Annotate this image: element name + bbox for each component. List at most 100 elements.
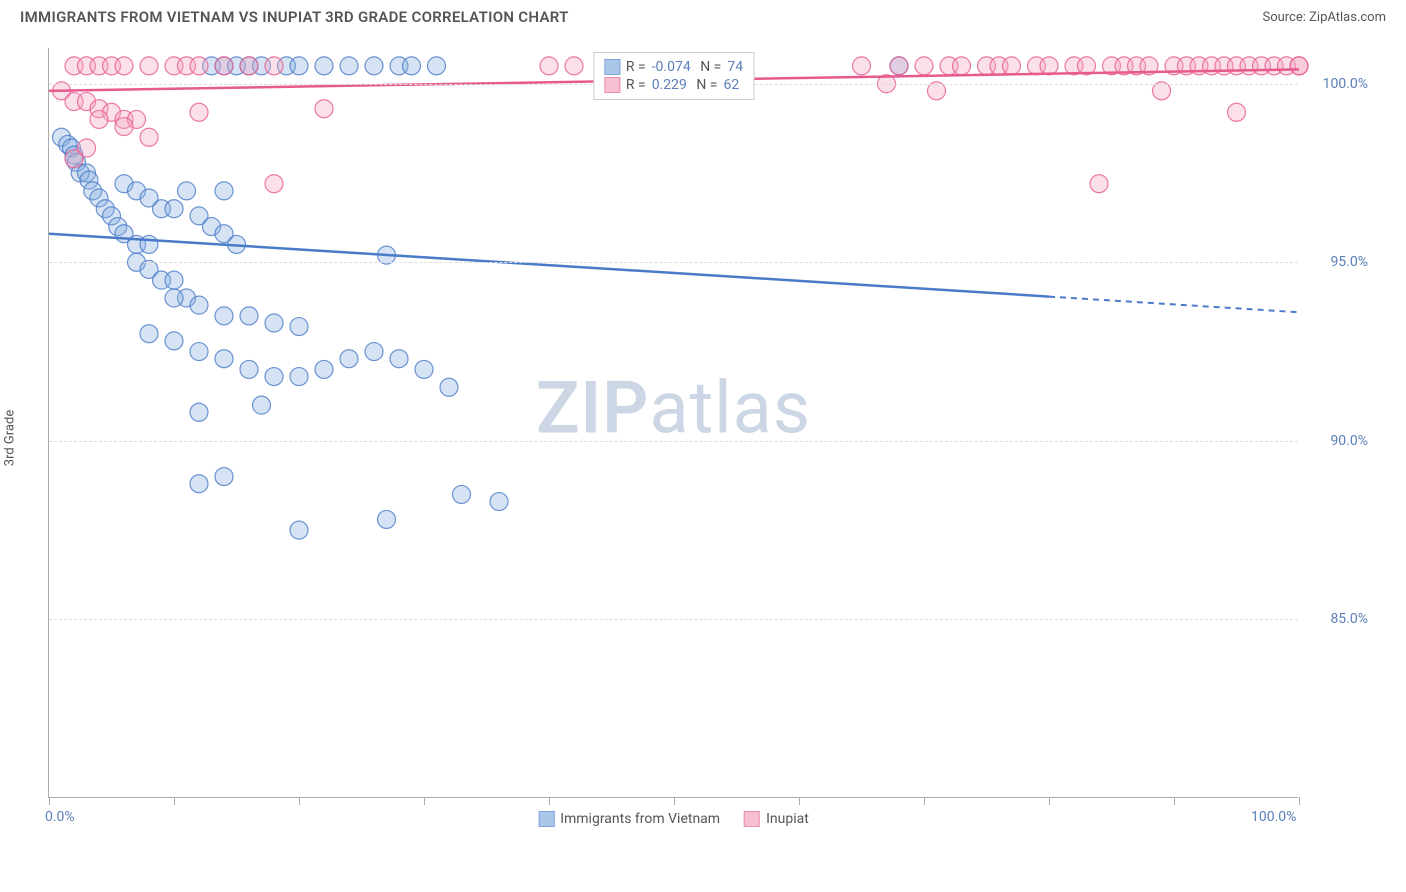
trend-line <box>49 234 1049 297</box>
x-tick <box>49 797 50 805</box>
scatter-point <box>240 57 258 75</box>
chart-source: Source: ZipAtlas.com <box>1262 10 1386 25</box>
scatter-point <box>290 368 308 386</box>
series-legend: Immigrants from Vietnam Inupiat <box>538 811 809 827</box>
x-tick <box>799 797 800 805</box>
scatter-point <box>265 57 283 75</box>
legend-swatch-blue <box>604 59 620 75</box>
scatter-point <box>340 350 358 368</box>
scatter-point <box>65 150 83 168</box>
y-tick-label: 95.0% <box>1330 254 1368 270</box>
gridline <box>49 262 1298 263</box>
scatter-point <box>190 343 208 361</box>
legend-n-label: N = <box>697 59 722 75</box>
x-tick-label: 100.0% <box>1251 809 1296 825</box>
scatter-point <box>190 296 208 314</box>
scatter-point <box>190 57 208 75</box>
scatter-point <box>140 57 158 75</box>
legend-r-value-1: -0.074 <box>652 59 691 75</box>
y-axis-label: 3rd Grade <box>3 410 18 466</box>
y-tick-label: 100.0% <box>1323 76 1368 92</box>
trend-line-dashed <box>1049 297 1299 313</box>
scatter-point <box>140 235 158 253</box>
scatter-point <box>215 350 233 368</box>
legend-r-label: R = <box>626 59 646 75</box>
scatter-point <box>290 521 308 539</box>
scatter-point <box>453 485 471 503</box>
scatter-point <box>365 343 383 361</box>
scatter-point <box>240 360 258 378</box>
legend-n-value-1: 74 <box>727 59 743 75</box>
legend-label-1: Immigrants from Vietnam <box>560 811 720 827</box>
scatter-point <box>140 128 158 146</box>
legend-n-value-2: 62 <box>723 77 739 93</box>
x-tick <box>1299 797 1300 805</box>
scatter-point <box>115 118 133 136</box>
legend-r-value-2: 0.229 <box>652 77 687 93</box>
x-tick <box>424 797 425 805</box>
scatter-point <box>403 57 421 75</box>
gridline <box>49 619 1298 620</box>
x-tick <box>924 797 925 805</box>
gridline <box>49 441 1298 442</box>
scatter-point <box>490 493 508 511</box>
scatter-plot-svg <box>49 48 1298 797</box>
scatter-point <box>315 360 333 378</box>
legend-row-series1: R = -0.074 N = 74 <box>604 59 743 75</box>
chart-header: IMMIGRANTS FROM VIETNAM VS INUPIAT 3RD G… <box>0 0 1406 30</box>
x-tick <box>299 797 300 805</box>
x-tick <box>1049 797 1050 805</box>
legend-swatch-blue-icon <box>538 811 554 827</box>
plot-area: ZIPatlas R = -0.074 N = 74 R = 0.229 N =… <box>48 48 1298 798</box>
legend-r-label: R = <box>626 77 646 93</box>
chart-container: 3rd Grade ZIPatlas R = -0.074 N = 74 R =… <box>48 48 1388 828</box>
x-tick <box>1174 797 1175 805</box>
scatter-point <box>915 57 933 75</box>
scatter-point <box>1290 57 1308 75</box>
scatter-point <box>365 57 383 75</box>
scatter-point <box>265 314 283 332</box>
scatter-point <box>190 403 208 421</box>
scatter-point <box>90 110 108 128</box>
scatter-point <box>265 175 283 193</box>
scatter-point <box>540 57 558 75</box>
scatter-point <box>415 360 433 378</box>
scatter-point <box>378 510 396 528</box>
scatter-point <box>315 57 333 75</box>
scatter-point <box>190 475 208 493</box>
legend-swatch-pink <box>604 77 620 93</box>
scatter-point <box>290 318 308 336</box>
scatter-point <box>115 57 133 75</box>
scatter-point <box>853 57 871 75</box>
x-tick-label: 0.0% <box>45 809 75 825</box>
scatter-point <box>1228 103 1246 121</box>
scatter-point <box>253 396 271 414</box>
scatter-point <box>140 325 158 343</box>
y-tick-label: 90.0% <box>1330 433 1368 449</box>
scatter-point <box>178 182 196 200</box>
scatter-point <box>340 57 358 75</box>
legend-item-inupiat: Inupiat <box>744 811 809 827</box>
legend-swatch-pink-icon <box>744 811 760 827</box>
scatter-point <box>1003 57 1021 75</box>
scatter-point <box>265 368 283 386</box>
scatter-point <box>215 182 233 200</box>
x-tick <box>549 797 550 805</box>
legend-n-label: N = <box>693 77 718 93</box>
x-tick <box>674 797 675 805</box>
scatter-point <box>315 100 333 118</box>
scatter-point <box>165 332 183 350</box>
scatter-point <box>440 378 458 396</box>
y-tick-label: 85.0% <box>1330 611 1368 627</box>
scatter-point <box>290 57 308 75</box>
scatter-point <box>428 57 446 75</box>
scatter-point <box>390 350 408 368</box>
chart-title: IMMIGRANTS FROM VIETNAM VS INUPIAT 3RD G… <box>20 8 569 26</box>
scatter-point <box>565 57 583 75</box>
scatter-point <box>165 289 183 307</box>
scatter-point <box>190 103 208 121</box>
scatter-point <box>215 57 233 75</box>
scatter-point <box>953 57 971 75</box>
scatter-point <box>215 307 233 325</box>
x-tick <box>174 797 175 805</box>
